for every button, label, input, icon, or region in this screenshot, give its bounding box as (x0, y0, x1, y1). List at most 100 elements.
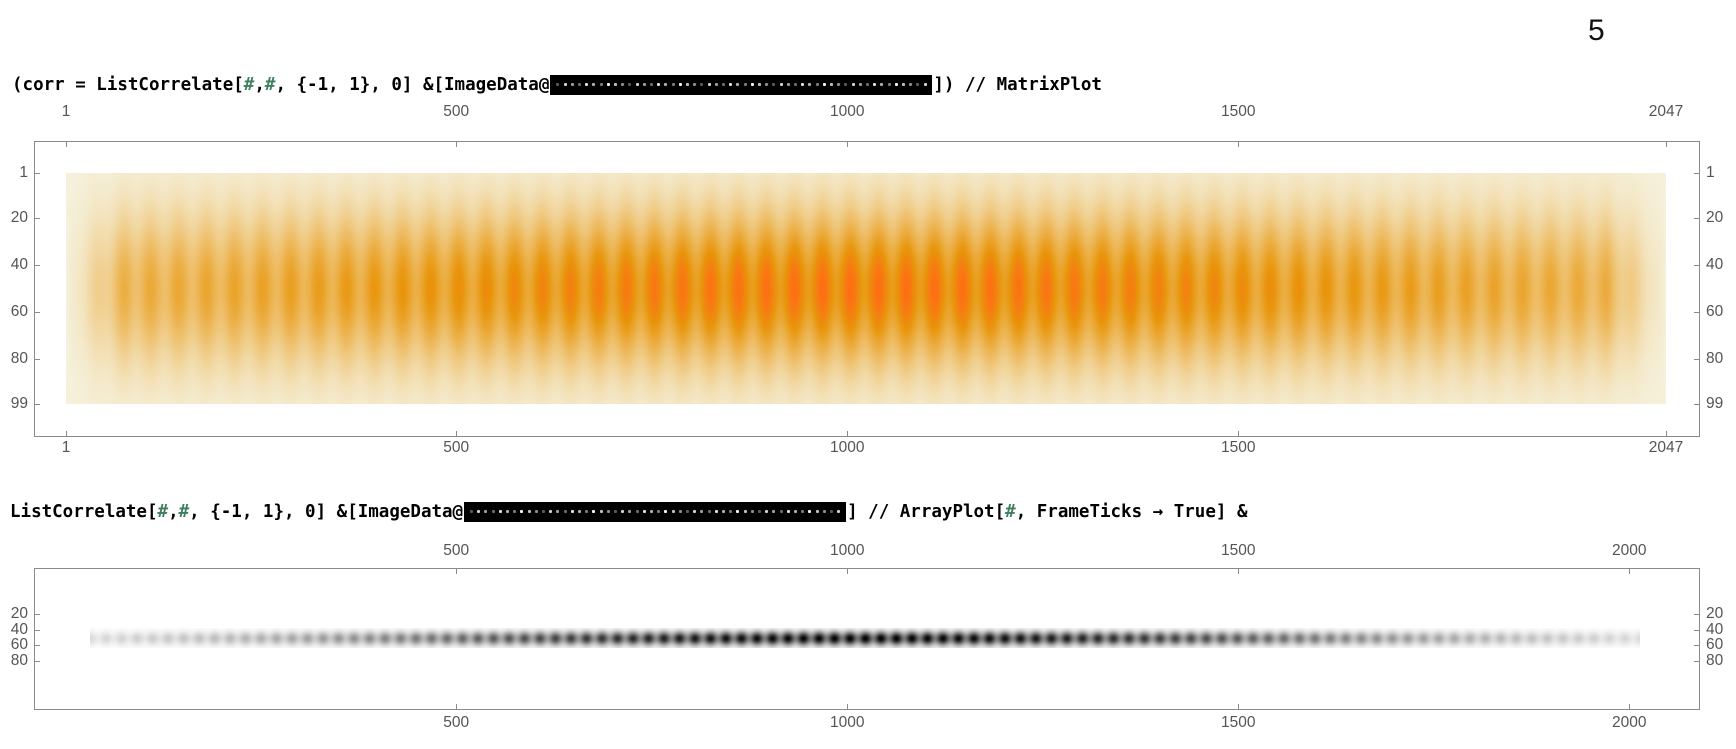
thumbnail-dot (671, 510, 675, 513)
thumbnail-dot (649, 83, 653, 86)
thumbnail-dot (477, 510, 481, 513)
tick-mark (66, 141, 67, 147)
thumbnail-dot (909, 83, 913, 86)
thumbnail-dot (498, 510, 502, 513)
thumbnail-dot (736, 83, 740, 86)
thumbnail-dot (729, 510, 733, 513)
thumbnail-dot (865, 83, 869, 86)
thumbnail-dot (808, 83, 812, 86)
code-mid: , {-1, 1}, 0] &[ImageData@ (275, 75, 550, 95)
x-tick-label-bottom: 1 (61, 439, 71, 456)
x-tick-label-top: 500 (443, 542, 470, 559)
thumbnail-dot (657, 510, 661, 513)
matrix-plot: 1 1 500 500 1000 1000 1500 1500 2047 2047 1 1 20 20 40… (0, 100, 1736, 470)
y-tick-label-right: 99 (1706, 395, 1724, 412)
y-tick-label-left: 20 (10, 605, 28, 622)
thumbnail-dot (736, 510, 740, 513)
thumbnail-dot (765, 83, 769, 86)
tick-mark (1694, 173, 1700, 174)
thumbnail-dot (779, 83, 783, 86)
tick-mark (1694, 312, 1700, 314)
image-thumbnail (550, 75, 933, 95)
thumbnail-dot (714, 510, 718, 513)
thumbnail-dot (794, 510, 798, 513)
tick-mark (1238, 431, 1240, 437)
thumbnail-dot (837, 510, 841, 513)
y-tick-label-right: 80 (1706, 350, 1724, 368)
thumbnail-dot (750, 83, 754, 86)
x-tick-label-bottom: 1000 (829, 714, 865, 731)
tick-mark (34, 312, 40, 314)
y-tick-label-left: 60 (10, 636, 28, 654)
thumbnail-dot (563, 83, 567, 86)
code-input-matrixplot[interactable]: (corr = ListCorrelate[#, #, {-1, 1}, 0] … (12, 73, 1102, 97)
code-input-arrayplot[interactable]: ListCorrelate[#, #, {-1, 1}, 0] &[ImageD… (10, 500, 1247, 524)
thumbnail-dot (585, 510, 589, 513)
thumbnail-dot (743, 510, 747, 513)
tick-mark (1666, 141, 1667, 147)
thumbnail-dot (829, 83, 833, 86)
thumbnail-dot (556, 83, 560, 86)
thumbnail-dot (635, 83, 639, 86)
thumbnail-dot (801, 510, 805, 513)
tick-mark (1694, 661, 1700, 662)
thumbnail-dot (686, 510, 690, 513)
thumbnail-dot (570, 510, 574, 513)
thumbnail-dot (614, 510, 618, 513)
thumbnail-dot (650, 510, 654, 513)
y-tick-label-right: 20 (1706, 208, 1724, 226)
thumbnail-dot (657, 83, 661, 86)
thumbnail-dot (837, 83, 841, 86)
thumbnail-dot (693, 83, 697, 86)
tick-mark (1694, 359, 1700, 361)
tick-mark (456, 568, 458, 574)
y-tick-label-right: 60 (1706, 636, 1724, 654)
plot-frame (34, 141, 1700, 437)
thumbnail-dot (873, 83, 877, 86)
y-tick-label-left: 80 (10, 350, 28, 368)
thumbnail-dot (830, 510, 834, 513)
thumbnail-dot (470, 510, 474, 513)
thumbnail-dot (786, 510, 790, 513)
thumbnail-dot (513, 510, 517, 513)
y-tick-label-left: 60 (10, 303, 28, 321)
tick-mark (34, 661, 40, 662)
tick-mark (847, 141, 849, 147)
x-tick-label-top: 1000 (829, 542, 865, 559)
thumbnail-dot (678, 83, 682, 86)
thumbnail-dot (815, 83, 819, 86)
correlation-heatmap (66, 173, 1666, 404)
thumbnail-dot (707, 510, 711, 513)
thumbnail-dot (880, 83, 884, 86)
thumbnail-dot (750, 510, 754, 513)
thumbnail-dot (822, 510, 826, 513)
thumbnail-dot (801, 83, 805, 86)
thumbnail-dot (613, 83, 617, 86)
slot-hash: # (1005, 502, 1016, 522)
tick-mark (1694, 614, 1700, 615)
correlation-array (90, 628, 1640, 648)
thumbnail-dot (491, 510, 495, 513)
tick-mark (1666, 431, 1667, 437)
slot-hash: # (243, 75, 255, 95)
thumbnail-dot (592, 83, 596, 86)
thumbnail-dot (556, 510, 560, 513)
y-tick-label-right: 40 (1706, 620, 1724, 638)
code-sep: , (254, 75, 265, 95)
x-tick-label-top: 1500 (1220, 542, 1256, 559)
thumbnail-dot (585, 83, 589, 86)
thumbnail-dot (916, 83, 920, 86)
x-tick-label-top: 500 (443, 103, 470, 120)
thumbnail-dot (808, 510, 812, 513)
tick-mark (456, 704, 458, 710)
tick-mark (34, 264, 40, 266)
tick-mark (1238, 704, 1240, 710)
y-tick-label-left: 99 (10, 395, 28, 412)
thumbnail-dot (635, 510, 639, 513)
thumbnail-dot (700, 83, 704, 86)
thumbnail-dot (664, 83, 668, 86)
tick-mark (1694, 629, 1700, 631)
thumbnail-dot (664, 510, 668, 513)
code-suffix: ]) // MatrixPlot (933, 75, 1102, 95)
thumbnail-dot (815, 510, 819, 513)
